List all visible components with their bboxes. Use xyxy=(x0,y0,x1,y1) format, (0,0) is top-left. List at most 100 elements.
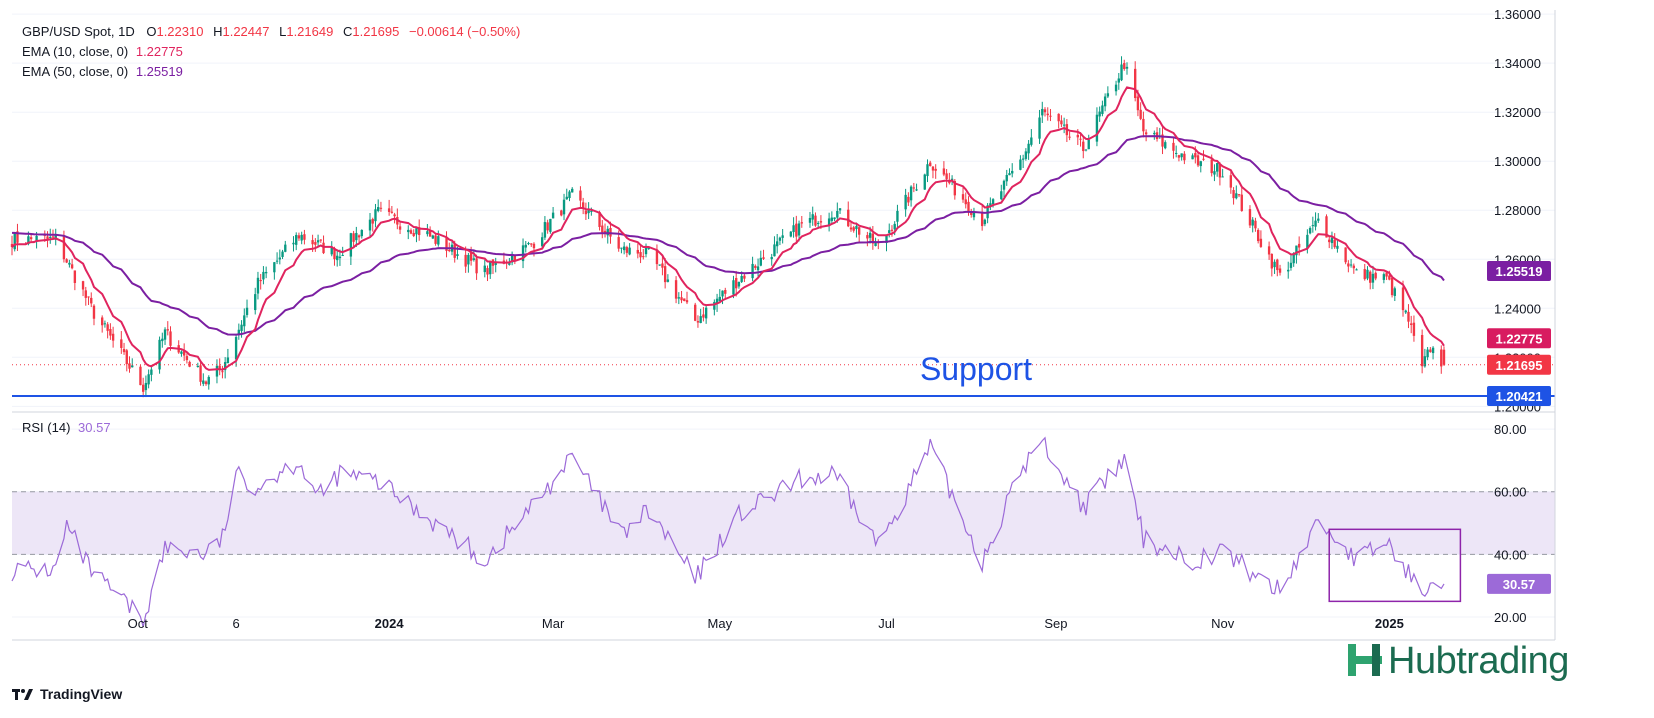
candle-body xyxy=(1347,263,1350,267)
price-pane-background xyxy=(12,10,1640,412)
candle-body xyxy=(161,338,164,342)
candle-body xyxy=(273,262,276,273)
candle-body xyxy=(1426,349,1429,358)
candle-body xyxy=(1390,277,1394,296)
candle-body xyxy=(483,265,486,273)
price-tick-label: 1.30000 xyxy=(1494,154,1541,169)
candle-body xyxy=(579,190,582,201)
tradingview-logo[interactable]: TradingView xyxy=(12,686,122,702)
candle-body xyxy=(931,166,935,171)
candle-body xyxy=(281,251,284,257)
candle-body xyxy=(642,256,645,258)
rsi-band xyxy=(12,491,1555,555)
candle-body xyxy=(1041,108,1044,116)
candle-body xyxy=(617,237,620,249)
candle-body xyxy=(513,255,517,261)
candle-body xyxy=(51,236,55,238)
candle-body xyxy=(1199,161,1202,167)
candle-body xyxy=(789,231,793,237)
candle-body xyxy=(1068,136,1071,138)
candle-body xyxy=(639,252,642,258)
candle-body xyxy=(655,249,659,265)
price-grid xyxy=(12,13,1555,407)
candle-body xyxy=(721,290,724,297)
candle-body xyxy=(1270,253,1274,269)
candle-body xyxy=(661,263,664,268)
hubtrading-logo[interactable]: Hubtrading xyxy=(1388,640,1569,683)
candle-body xyxy=(409,230,413,234)
candle-body xyxy=(163,329,167,340)
close-value: 1.21695 xyxy=(352,24,400,39)
candle-body xyxy=(1005,175,1008,182)
ema10-price-tag: 1.22775 xyxy=(1496,331,1543,346)
candle-body xyxy=(980,212,984,227)
candle-body xyxy=(838,208,842,211)
candle-body xyxy=(87,296,90,298)
candle-body xyxy=(158,339,161,370)
time-tick-label: Jul xyxy=(878,616,895,631)
candle-body xyxy=(961,194,965,200)
candle-body xyxy=(680,297,683,301)
rsi-tick-label: 80.00 xyxy=(1494,422,1527,437)
candle-body xyxy=(776,241,779,247)
candle-body xyxy=(888,230,891,234)
candle-body xyxy=(360,229,363,237)
candle-body xyxy=(333,247,336,260)
candle-body xyxy=(144,382,148,391)
candle-body xyxy=(1371,273,1375,283)
candle-body xyxy=(196,365,200,367)
candle-body xyxy=(223,362,227,371)
candle-body xyxy=(1229,175,1233,188)
rsi-axis: 20.00 40.00 60.00 80.00 xyxy=(1494,422,1527,625)
ema10-label: EMA (10, close, 0) xyxy=(22,44,129,59)
candle-body xyxy=(1062,124,1066,126)
candle-body xyxy=(587,210,590,214)
candle-body xyxy=(546,222,549,231)
high-label: H xyxy=(213,24,223,39)
candle-body xyxy=(295,234,298,245)
candle-body xyxy=(1060,120,1063,125)
candle-body xyxy=(1030,137,1033,145)
legend-ema50: EMA (50, close, 0) 1.25519 xyxy=(22,64,183,79)
candle-body xyxy=(1002,180,1006,190)
candle-body xyxy=(292,242,295,245)
candle-body xyxy=(1038,117,1041,139)
candle-body xyxy=(718,296,721,302)
candle-body xyxy=(314,242,317,245)
candle-body xyxy=(81,281,85,290)
candle-body xyxy=(571,188,574,193)
candle-body xyxy=(530,243,533,245)
tradingview-label: TradingView xyxy=(40,686,123,702)
time-tick-label: Oct xyxy=(128,616,149,631)
price-tags: 1.25519 1.22775 1.21695 1.20421 30.57 xyxy=(1487,261,1551,594)
candle-body xyxy=(431,235,435,239)
candle-body xyxy=(1328,239,1331,243)
candle-body xyxy=(349,233,353,257)
candle-body xyxy=(814,215,817,226)
candle-body xyxy=(1401,287,1405,311)
candle-body xyxy=(1027,143,1030,154)
candle-body xyxy=(275,260,279,262)
candle-body xyxy=(989,203,992,206)
change-value: −0.00614 (−0.50%) xyxy=(408,24,521,39)
legend-rsi: RSI (14) 30.57 xyxy=(22,420,111,435)
candle-body xyxy=(781,235,784,238)
candle-body xyxy=(926,164,929,177)
candle-body xyxy=(92,305,96,319)
candle-body xyxy=(674,280,678,299)
candle-body xyxy=(562,199,566,215)
candle-body xyxy=(857,227,861,235)
tradingview-icon xyxy=(12,689,33,700)
candle-body xyxy=(1429,349,1432,353)
candle-body xyxy=(316,240,320,243)
candle-body xyxy=(180,351,183,354)
candle-body xyxy=(68,262,71,265)
candle-body xyxy=(628,247,631,255)
candle-body xyxy=(1420,334,1424,367)
candle-body xyxy=(456,254,459,257)
rsi-tick-label: 40.00 xyxy=(1494,547,1527,562)
price-tick-label: 1.28000 xyxy=(1494,203,1541,218)
candle-body xyxy=(830,217,834,221)
ema50-label: EMA (50, close, 0) xyxy=(22,64,129,79)
candle-body xyxy=(1355,269,1358,271)
